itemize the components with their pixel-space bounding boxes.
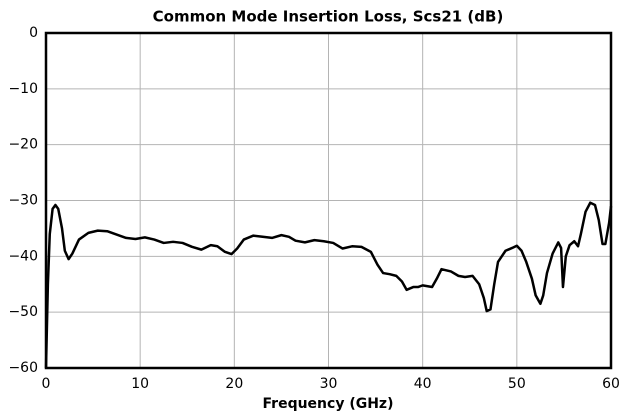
x-tick-label: 20 — [225, 376, 243, 392]
x-tick-label: 30 — [320, 376, 338, 392]
x-tick-label: 0 — [42, 376, 51, 392]
y-tick-label: −30 — [8, 193, 38, 209]
x-tick-label: 60 — [602, 376, 620, 392]
chart-title: Common Mode Insertion Loss, Scs21 (dB) — [153, 8, 504, 26]
plot-frame — [44, 31, 613, 370]
data-line — [44, 201, 613, 369]
y-tick-label: −40 — [8, 248, 38, 264]
x-axis-label: Frequency (GHz) — [263, 396, 394, 412]
y-tick-label: −60 — [8, 360, 38, 376]
x-tick-label: 10 — [131, 376, 149, 392]
x-tick-label: 40 — [414, 376, 432, 392]
y-tick-label: −10 — [8, 81, 38, 97]
y-tick-label: −20 — [8, 137, 38, 153]
y-tick-label: 0 — [29, 25, 38, 41]
x-tick-label: 50 — [508, 376, 526, 392]
y-tick-label: −50 — [8, 304, 38, 320]
